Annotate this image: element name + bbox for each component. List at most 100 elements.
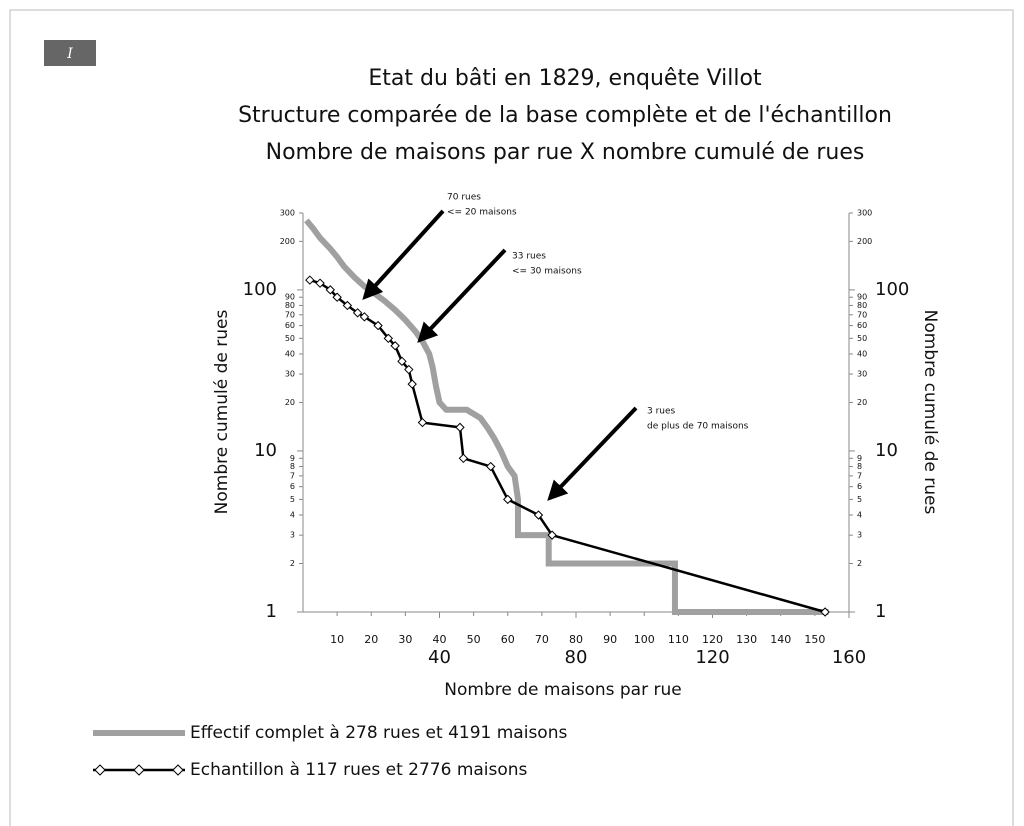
y2-minor-tick-label: 6 bbox=[857, 482, 862, 491]
point bbox=[359, 312, 370, 322]
series-line bbox=[304, 218, 829, 615]
annotation: 3 rues bbox=[647, 407, 676, 417]
y2-tick-label: 10 bbox=[875, 440, 898, 461]
y-axis-label: Nombre cumulé de rues bbox=[212, 310, 232, 515]
y2-minor-tick-label: 200 bbox=[857, 237, 872, 246]
chart-title: Etat du bâti en 1829, enquête Villot bbox=[368, 66, 762, 91]
y2-minor-tick-label: 90 bbox=[857, 293, 867, 302]
y-minor-tick-label: 50 bbox=[285, 334, 295, 343]
annotation-arrow bbox=[362, 209, 445, 300]
frame bbox=[9, 9, 1014, 826]
y-minor-tick-label: 7 bbox=[290, 471, 295, 480]
y-minor-tick-label: 2 bbox=[290, 559, 295, 568]
annotation: de plus de 70 maisons bbox=[647, 422, 749, 432]
point bbox=[503, 494, 513, 505]
annotation: <= 20 maisons bbox=[447, 208, 517, 218]
y2-minor-tick-label: 70 bbox=[857, 310, 867, 319]
point bbox=[352, 308, 363, 318]
point bbox=[404, 364, 414, 375]
y2-minor-tick-label: 5 bbox=[857, 495, 862, 504]
y2-minor-tick-label: 8 bbox=[857, 462, 862, 471]
x-minor-tick-label: 90 bbox=[603, 633, 617, 646]
x-minor-tick-label: 130 bbox=[736, 633, 757, 646]
x-minor-tick-label: 20 bbox=[364, 633, 378, 646]
y-tick-label: 1 bbox=[266, 601, 277, 622]
y2-minor-tick-label: 2 bbox=[857, 559, 862, 568]
point bbox=[485, 461, 496, 472]
point bbox=[820, 607, 830, 617]
x-tick-label: 80 bbox=[565, 647, 588, 668]
point bbox=[455, 422, 465, 433]
y-minor-tick-label: 80 bbox=[285, 301, 295, 310]
legend-label: Effectif complet à 278 rues et 4191 mais… bbox=[190, 723, 567, 743]
y-minor-tick-label: 70 bbox=[285, 310, 295, 319]
annotation-arrow bbox=[417, 248, 507, 343]
legend-marker bbox=[133, 764, 145, 776]
x-minor-tick-label: 10 bbox=[330, 633, 344, 646]
point bbox=[533, 510, 544, 520]
x-axis-label: Nombre de maisons par rue bbox=[444, 680, 681, 700]
x-minor-tick-label: 40 bbox=[433, 633, 447, 646]
x-minor-tick-label: 100 bbox=[634, 633, 655, 646]
x-minor-tick-label: 80 bbox=[569, 633, 583, 646]
point bbox=[458, 453, 469, 464]
point bbox=[417, 417, 428, 428]
badge: I bbox=[66, 46, 73, 62]
y-minor-tick-label: 300 bbox=[280, 209, 295, 218]
point bbox=[315, 278, 325, 288]
legend-marker bbox=[94, 764, 106, 776]
y2-minor-tick-label: 40 bbox=[857, 349, 867, 358]
y-minor-tick-label: 20 bbox=[285, 398, 295, 407]
y-minor-tick-label: 3 bbox=[290, 531, 295, 540]
point bbox=[390, 341, 400, 351]
y2-minor-tick-label: 3 bbox=[857, 531, 862, 540]
y2-minor-tick-label: 300 bbox=[857, 209, 872, 218]
y2-axis-label: Nombre cumulé de rues bbox=[920, 310, 940, 515]
y2-minor-tick-label: 7 bbox=[857, 471, 862, 480]
chart-title: Nombre de maisons par rue X nombre cumul… bbox=[266, 140, 865, 165]
y2-minor-tick-label: 4 bbox=[857, 511, 862, 520]
badge-box bbox=[44, 40, 96, 66]
y-minor-tick-label: 9 bbox=[290, 454, 295, 463]
y-minor-tick-label: 4 bbox=[290, 511, 295, 520]
y2-minor-tick-label: 60 bbox=[857, 321, 867, 330]
y2-minor-tick-label: 80 bbox=[857, 301, 867, 310]
y2-tick-label: 1 bbox=[875, 601, 886, 622]
point bbox=[397, 356, 407, 367]
y-minor-tick-label: 200 bbox=[280, 237, 295, 246]
point bbox=[342, 300, 353, 311]
y-minor-tick-label: 90 bbox=[285, 293, 295, 302]
legend-marker bbox=[172, 764, 184, 776]
x-tick-label: 160 bbox=[832, 647, 866, 668]
y-minor-tick-label: 40 bbox=[285, 349, 295, 358]
point bbox=[547, 530, 557, 540]
y-tick-label: 100 bbox=[243, 279, 277, 300]
x-tick-label: 40 bbox=[428, 647, 451, 668]
x-minor-tick-label: 110 bbox=[668, 633, 689, 646]
y2-tick-label: 100 bbox=[875, 279, 909, 300]
point bbox=[407, 379, 417, 389]
y-minor-tick-label: 8 bbox=[290, 462, 295, 471]
y-tick-label: 10 bbox=[254, 440, 277, 461]
x-minor-tick-label: 150 bbox=[804, 633, 825, 646]
x-tick-label: 120 bbox=[695, 647, 729, 668]
x-minor-tick-label: 140 bbox=[770, 633, 791, 646]
x-minor-tick-label: 50 bbox=[467, 633, 481, 646]
legend-label: Echantillon à 117 rues et 2776 maisons bbox=[190, 760, 528, 780]
point bbox=[373, 320, 383, 331]
x-minor-tick-label: 120 bbox=[702, 633, 723, 646]
point bbox=[305, 275, 315, 285]
annotation: <= 30 maisons bbox=[512, 267, 582, 277]
chart-title: Structure comparée de la base complète e… bbox=[238, 103, 892, 128]
y-minor-tick-label: 5 bbox=[290, 495, 295, 504]
annotation-arrow bbox=[547, 406, 638, 501]
x-minor-tick-label: 60 bbox=[501, 633, 515, 646]
y2-minor-tick-label: 20 bbox=[857, 398, 867, 407]
y-minor-tick-label: 60 bbox=[285, 321, 295, 330]
x-minor-tick-label: 30 bbox=[398, 633, 412, 646]
y2-minor-tick-label: 30 bbox=[857, 370, 867, 379]
point bbox=[332, 292, 342, 302]
point bbox=[383, 333, 394, 344]
annotation: 33 rues bbox=[512, 252, 546, 262]
